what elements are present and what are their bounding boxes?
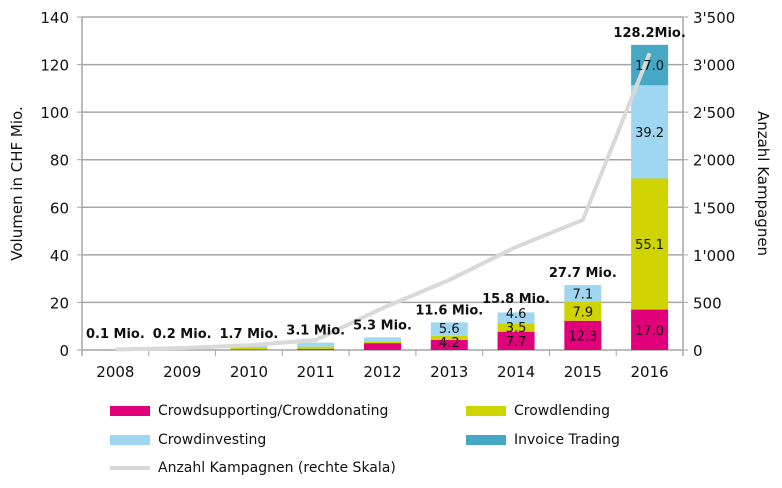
bar-segment <box>631 309 669 350</box>
data-label: 39.2 <box>635 126 664 141</box>
data-label: 3.5 <box>506 321 527 336</box>
y-tick-label: 80 <box>50 152 69 170</box>
total-label: 3.1 Mio. <box>286 324 345 339</box>
y-tick-label: 60 <box>50 199 69 217</box>
data-label: 4.6 <box>506 307 527 322</box>
bar-segment <box>564 301 602 321</box>
x-tick-label: 2008 <box>96 363 134 381</box>
bar-segment <box>297 342 335 347</box>
bar-segment <box>497 323 535 332</box>
bar-segment <box>297 346 335 350</box>
bar-segment <box>564 285 602 302</box>
y-tick-label: 120 <box>40 57 69 75</box>
total-label: 5.3 Mio. <box>353 318 412 333</box>
y-tick-label: 40 <box>50 247 69 265</box>
x-tick-label: 2016 <box>631 363 669 381</box>
campaigns-line <box>115 52 652 352</box>
total-label: 0.1 Mio. <box>86 327 145 342</box>
y2-tick-label: 1'500 <box>693 199 735 217</box>
data-label: 4.2 <box>439 336 460 351</box>
bar-segment <box>497 331 535 350</box>
total-label: 0.2 Mio. <box>153 327 212 342</box>
x-tick-label: 2014 <box>497 363 535 381</box>
legend-swatch <box>110 466 150 470</box>
y2-axis-label: Anzahl Kampagnen <box>754 111 772 256</box>
data-label: 55.1 <box>635 238 664 253</box>
bar-segment <box>430 322 468 336</box>
legend-item: Crowdsupporting/Crowddonating <box>110 403 388 419</box>
legend-swatch <box>466 435 506 445</box>
x-tick-label: 2010 <box>230 363 268 381</box>
y2-tick-label: 3'000 <box>693 57 735 75</box>
data-label: 7.1 <box>572 288 593 303</box>
legend-item: Invoice Trading <box>466 432 620 448</box>
legend-item: Anzahl Kampagnen (rechte Skala) <box>110 460 396 476</box>
legend-swatch <box>110 406 150 416</box>
x-tick-label: 2011 <box>297 363 335 381</box>
chart-plot: 0 20 40 60 80 100 120 140 0 500 1'000 1'500 2'000 2'5… <box>8 9 772 381</box>
total-label: 11.6 Mio. <box>415 303 483 318</box>
y-tick-label: 140 <box>40 9 69 27</box>
bar-segment <box>364 337 401 342</box>
y2-tick-label: 500 <box>693 294 722 312</box>
y2-tick-label: 3'500 <box>693 9 735 27</box>
x-tick-label: 2009 <box>163 363 201 381</box>
bar-segment <box>564 320 602 350</box>
legend-swatch <box>110 435 150 445</box>
y2-tick-label: 2'000 <box>693 152 735 170</box>
legend-label: Crowdsupporting/Crowddonating <box>158 403 389 419</box>
legend-swatch <box>466 406 506 416</box>
total-label: 15.8 Mio. <box>482 292 550 307</box>
y2-tick-label: 2'500 <box>693 104 735 122</box>
bar-segment <box>430 335 468 341</box>
bar-segment <box>364 341 401 344</box>
data-label: 17.0 <box>635 59 664 74</box>
bar-segment <box>230 347 268 350</box>
bar-segment <box>430 340 468 350</box>
total-label: 128.2Mio. <box>613 26 685 41</box>
legend-label: Crowdinvesting <box>158 432 267 448</box>
legend-label: Anzahl Kampagnen (rechte Skala) <box>158 460 396 476</box>
bar-segment <box>631 178 669 310</box>
y-axis-label: Volumen in CHF Mio. <box>8 106 26 260</box>
data-label: 17.0 <box>635 324 664 339</box>
legend-label: Crowdlending <box>514 403 611 419</box>
total-label: 27.7 Mio. <box>549 266 617 281</box>
data-label: 7.7 <box>506 335 527 350</box>
data-label: 5.6 <box>439 322 460 337</box>
bar-segment <box>497 312 535 324</box>
y2-tick-label: 1'000 <box>693 247 735 265</box>
bar-segment <box>631 85 669 179</box>
bar-segment <box>631 44 669 86</box>
total-label: 1.7 Mio. <box>220 327 279 342</box>
legend-item: Crowdinvesting <box>110 432 266 448</box>
bar-segment <box>364 343 401 350</box>
y-tick-label: 100 <box>40 104 69 122</box>
legend-label: Invoice Trading <box>514 432 620 448</box>
bar-segment <box>297 349 335 350</box>
x-tick-label: 2013 <box>430 363 468 381</box>
x-tick-label: 2015 <box>564 363 602 381</box>
y-tick-label: 20 <box>50 294 69 312</box>
y2-tick-label: 0 <box>693 342 703 360</box>
y-tick-label: 0 <box>59 342 69 360</box>
data-label: 12.3 <box>568 329 597 344</box>
data-label: 7.9 <box>572 305 593 320</box>
x-tick-label: 2012 <box>363 363 401 381</box>
legend-item: Crowdlending <box>466 403 610 419</box>
